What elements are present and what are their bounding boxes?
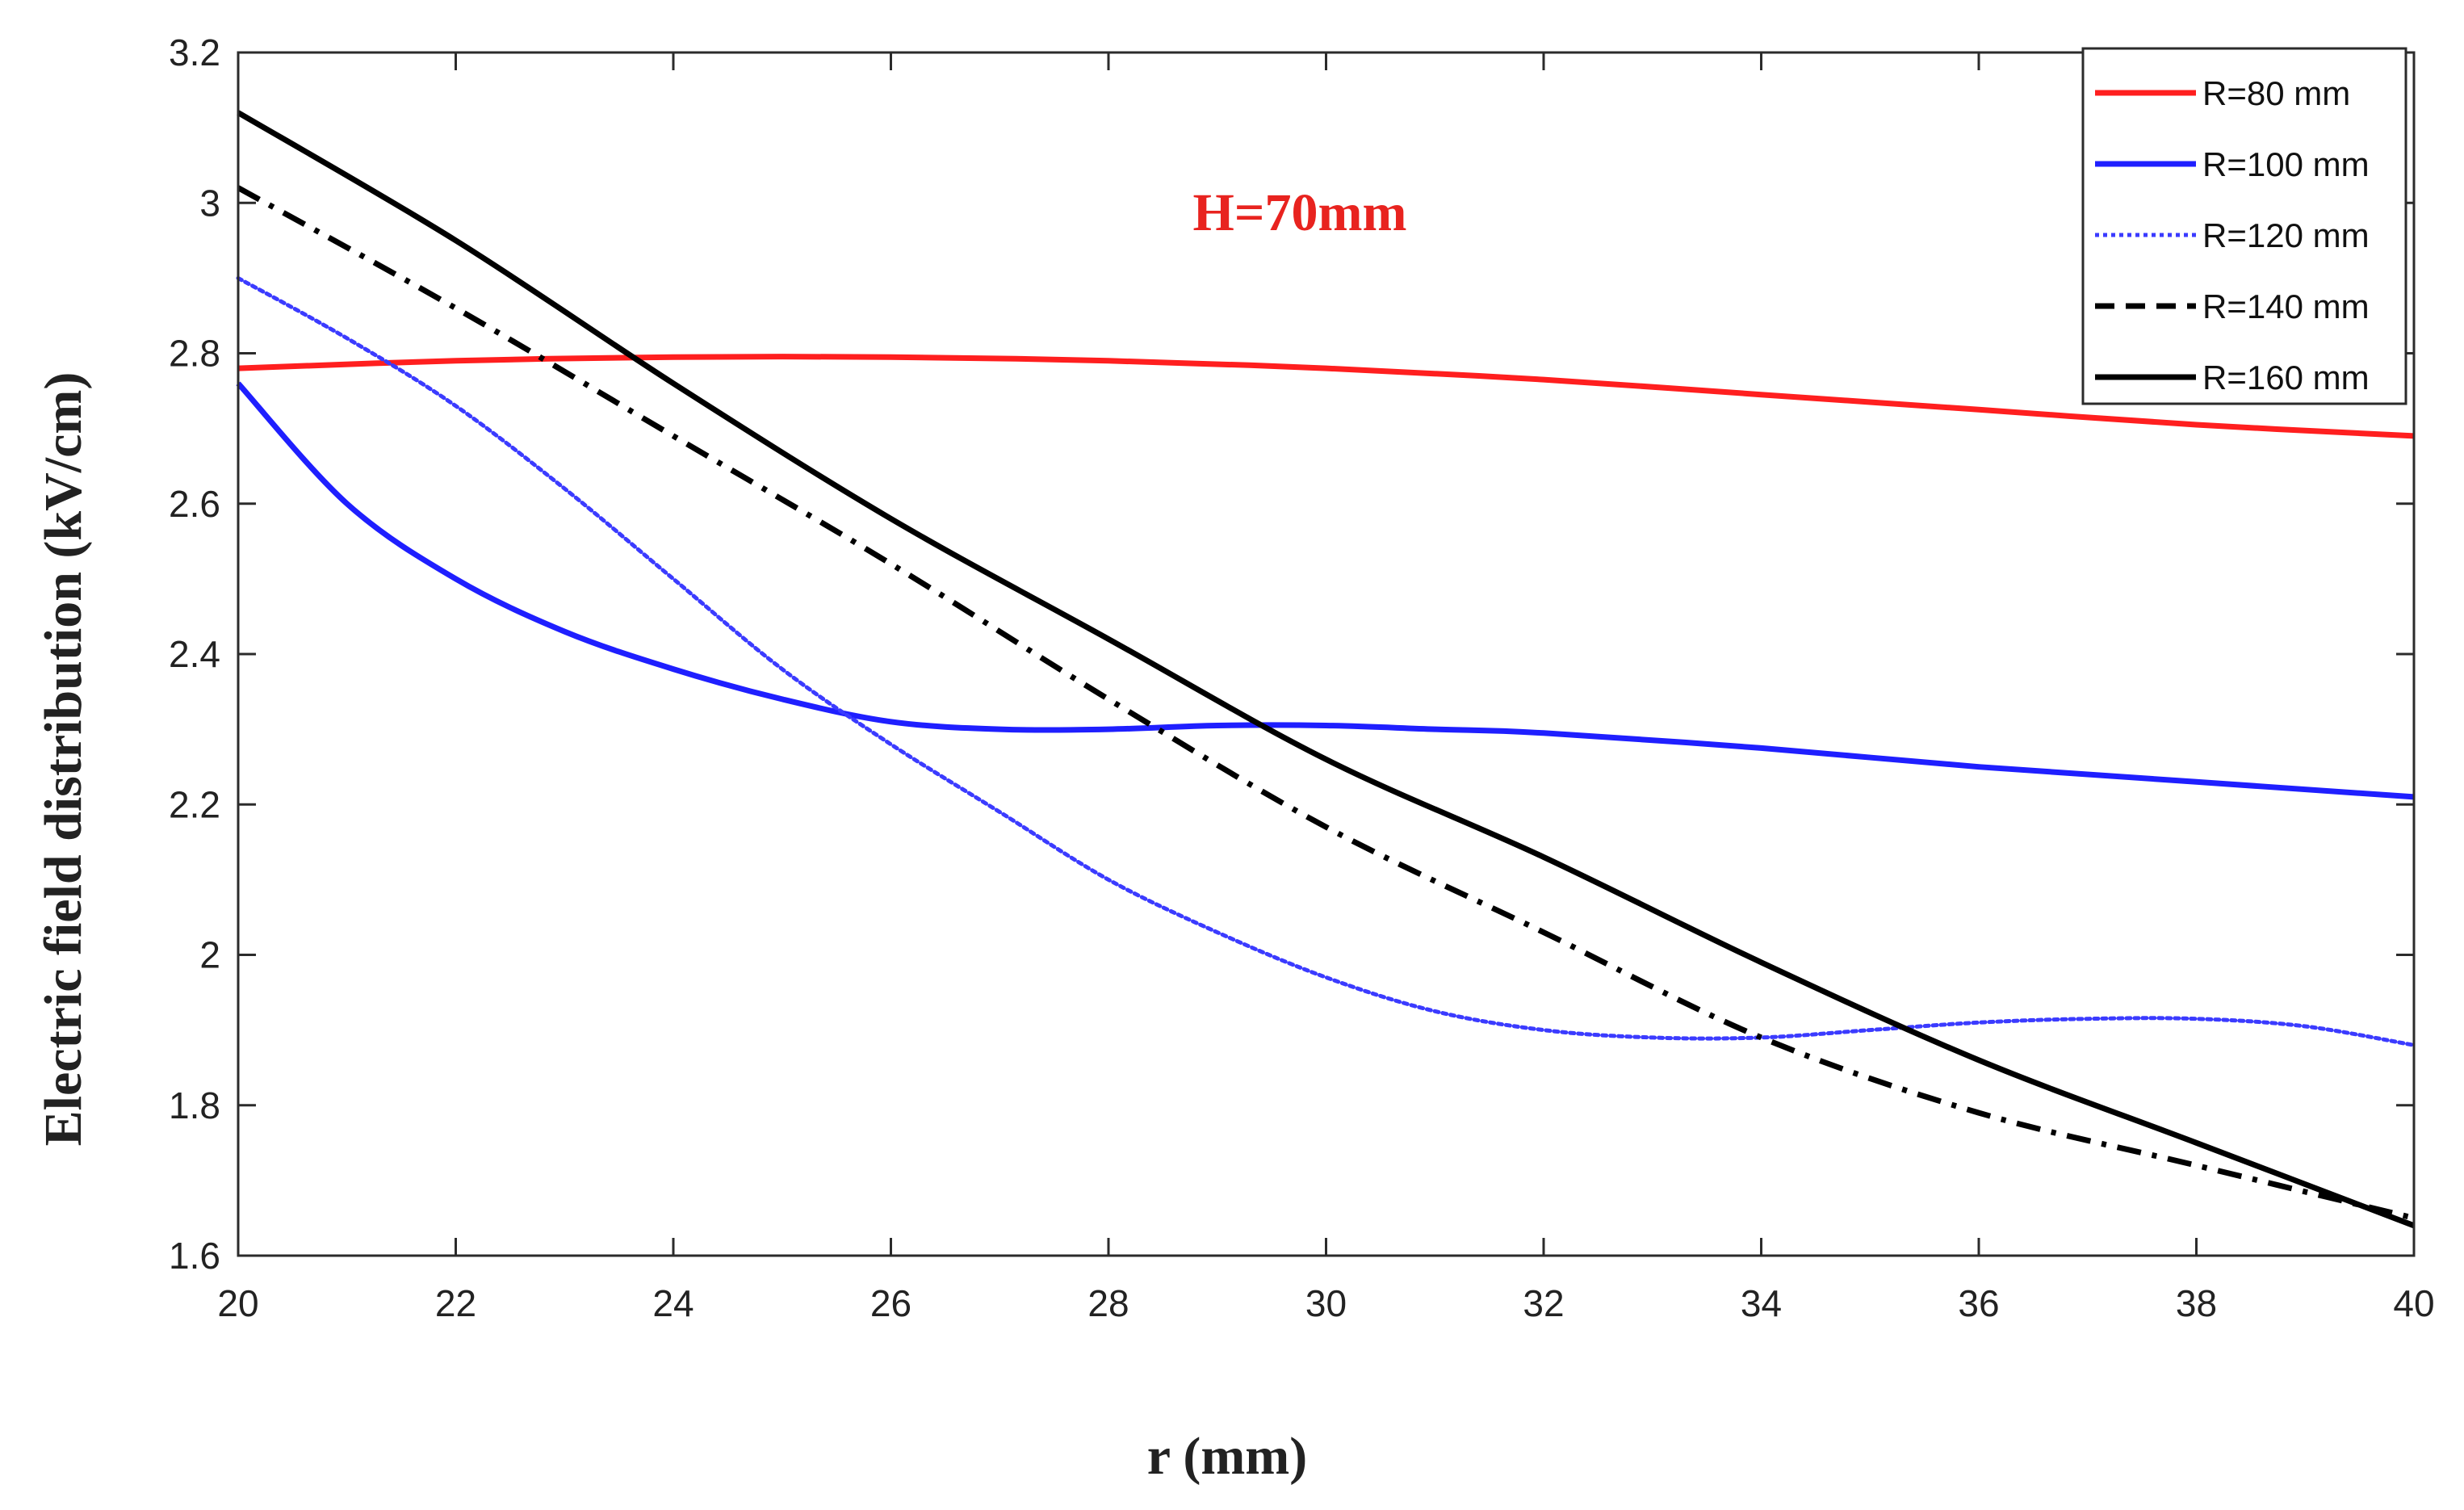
x-tick-label: 32 [1523,1282,1564,1324]
y-axis-label: Electric field distribution (kV/cm) [34,372,93,1147]
x-tick-label: 40 [2393,1282,2434,1324]
series-line-5 [237,110,2416,1229]
x-tick-label: 28 [1087,1282,1129,1324]
y-tick-label: 1.8 [169,1084,220,1126]
y-tick-label: 2 [199,934,220,976]
series-line-4 [237,185,2415,1221]
legend-label: R=80 mm [2202,74,2350,112]
annotation-label: H=70mm [1193,183,1407,242]
x-axis-label: r (mm) [1147,1427,1308,1486]
legend-label: R=100 mm [2202,145,2370,183]
x-tick-label: 24 [652,1282,694,1324]
x-tick-label: 20 [217,1282,258,1324]
plot-area-frame [237,51,2416,1257]
y-tick-label: 2.2 [169,783,220,825]
x-tick-label: 34 [1741,1282,1782,1324]
x-axis-ticks: 20 22 24 26 28 30 32 34 36 38 40 [217,52,2435,1324]
legend-label: R=140 mm [2202,287,2370,325]
x-tick-label: 36 [1958,1282,1999,1324]
y-tick-label: 3 [199,182,220,224]
legend-box [2081,47,2407,405]
y-axis-ticks: 1.6 1.8 2 2.2 2.4 2.6 2.8 3 3.2 [169,31,2414,1277]
x-tick-label: 30 [1305,1282,1347,1324]
x-tick-label: 22 [435,1282,476,1324]
x-tick-label: 38 [2176,1282,2217,1324]
plot-lines [236,110,2416,1229]
y-tick-label: 2.8 [169,333,220,375]
series-line-3 [236,275,2416,1047]
y-tick-label: 3.2 [169,31,220,73]
series-line-1 [237,354,2415,439]
series-line-2 [236,381,2415,800]
y-tick-label: 2.4 [169,633,220,675]
legend-label: R=160 mm [2202,359,2370,396]
legend: R=80 mm R=100 mm R=120 mm R=140 mm R=160 mm [2081,47,2407,405]
legend-label: R=120 mm [2202,216,2370,254]
x-tick-label: 26 [870,1282,911,1324]
y-tick-label: 2.6 [169,483,220,525]
y-tick-label: 1.6 [169,1235,220,1277]
